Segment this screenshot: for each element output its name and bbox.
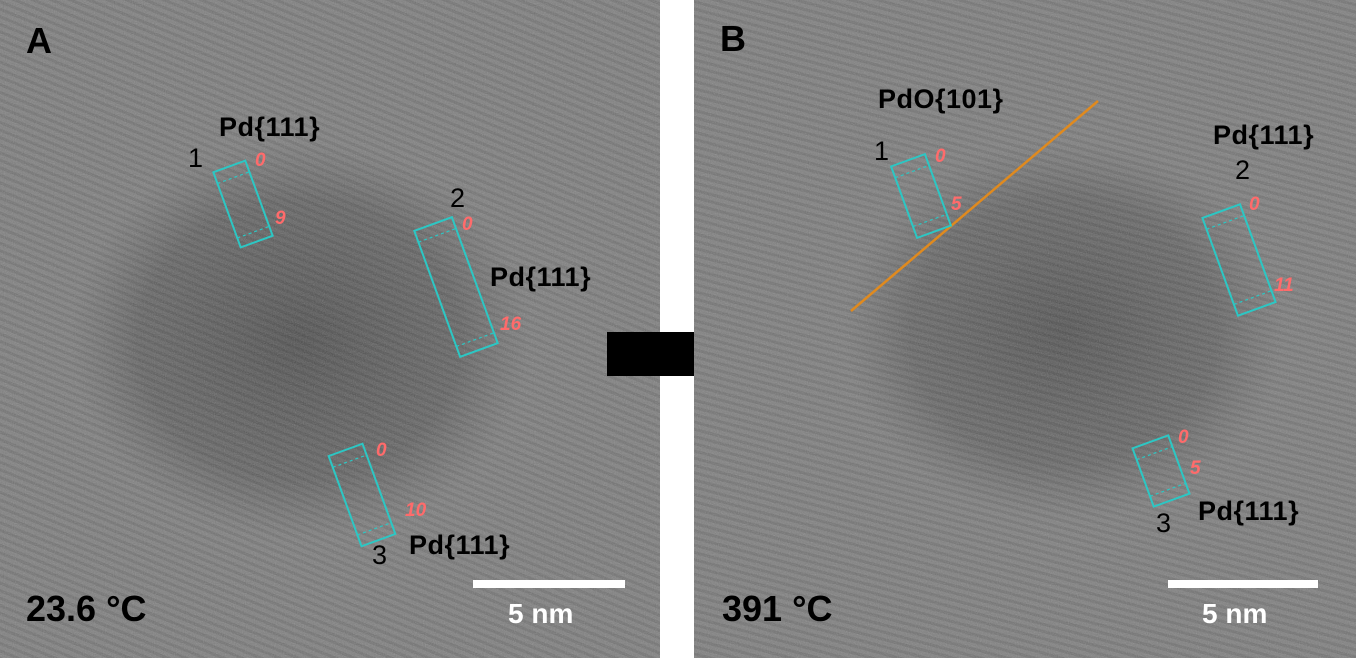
plane-label-b1: PdO{101} (878, 84, 1004, 114)
measurement-box-b3 (1131, 434, 1191, 508)
tick-start-a3: 0 (376, 440, 387, 461)
tick-end-b3: 5 (1190, 458, 1201, 479)
scale-bar-label-a: 5 nm (508, 598, 574, 629)
tick-start-b1: 0 (935, 146, 946, 167)
tem-image-panel-b: B PdO{101} 1 0 5 Pd{111} 2 0 11 0 5 Pd{1… (694, 0, 1356, 658)
plane-label-a3: Pd{111} (409, 530, 511, 560)
panel-letter-a: A (26, 20, 52, 61)
tick-end-a3: 10 (405, 500, 427, 521)
tick-end-b2: 11 (1274, 275, 1294, 296)
region-number-a3: 3 (372, 540, 388, 570)
measurement-box-a1 (212, 159, 274, 249)
region-number-b1: 1 (874, 136, 890, 166)
tem-image-panel-a: A Pd{111} 1 0 9 2 0 Pd{111} 16 0 10 3 Pd… (0, 0, 660, 658)
plane-label-a1: Pd{111} (219, 112, 321, 142)
scale-bar-b (1168, 580, 1318, 588)
temperature-label-b: 391 °C (722, 588, 833, 629)
region-number-b2: 2 (1235, 155, 1251, 185)
annotation-layer-b (850, 100, 1277, 508)
tick-end-a1: 9 (275, 208, 286, 229)
phase-boundary-line (850, 100, 1099, 312)
tick-start-a1: 0 (255, 150, 266, 171)
tick-start-b3: 0 (1178, 427, 1189, 448)
measurement-box-a2 (413, 215, 499, 359)
tick-end-b1: 5 (951, 194, 962, 215)
region-number-a2: 2 (450, 183, 466, 213)
tick-start-b2: 0 (1249, 194, 1260, 215)
measurement-box-b2 (1201, 203, 1277, 317)
plane-label-a2: Pd{111} (490, 262, 592, 292)
scale-bar-label-b: 5 nm (1202, 598, 1268, 629)
tem-micrograph-a (0, 0, 660, 658)
plane-label-b2: Pd{111} (1213, 120, 1315, 150)
annotation-layer-a (212, 159, 499, 548)
tem-micrograph-b (694, 0, 1356, 658)
tick-end-a2: 16 (500, 314, 522, 335)
panel-letter-b: B (720, 18, 746, 59)
region-number-a1: 1 (188, 143, 204, 173)
plane-label-b3: Pd{111} (1198, 496, 1300, 526)
scale-bar-a (473, 580, 625, 588)
tick-start-a2: 0 (462, 214, 473, 235)
temperature-label-a: 23.6 °C (26, 588, 147, 629)
region-number-b3: 3 (1156, 508, 1172, 538)
